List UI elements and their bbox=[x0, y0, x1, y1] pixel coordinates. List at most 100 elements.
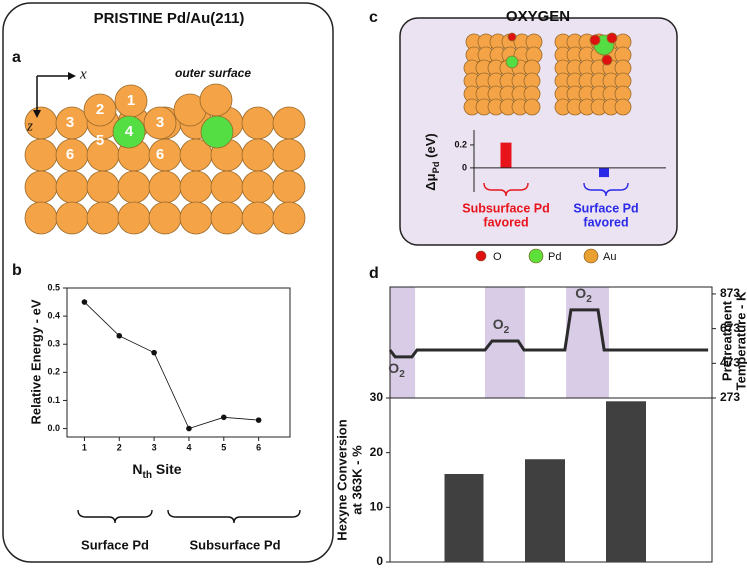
x-tick-label: 2 bbox=[117, 442, 122, 452]
atom bbox=[241, 201, 275, 235]
atom bbox=[143, 106, 177, 140]
x-tick-label: 5 bbox=[221, 442, 226, 452]
atom bbox=[199, 83, 233, 117]
data-point bbox=[81, 299, 88, 305]
y-axis-label: ΔμPd (eV) bbox=[423, 133, 441, 190]
atom bbox=[505, 55, 519, 69]
brace bbox=[77, 509, 153, 524]
annotation: outer surface bbox=[175, 66, 251, 80]
y-tick-label: 0.3 bbox=[47, 339, 60, 349]
y-tick-label: 30 bbox=[370, 390, 384, 404]
brace bbox=[583, 182, 629, 197]
y-tick-label: 873 bbox=[720, 286, 740, 300]
category-label: favored bbox=[583, 215, 628, 229]
site-label: 1 bbox=[127, 92, 135, 109]
band-label-part: 2 bbox=[399, 369, 405, 380]
y-tick-label: 10 bbox=[370, 500, 384, 514]
site-label: 4 bbox=[125, 123, 134, 140]
y-tick-label: 0.0 bbox=[47, 423, 60, 433]
panel-title: PRISTINE Pd/Au(211) bbox=[94, 10, 245, 27]
atom bbox=[606, 32, 618, 44]
atom bbox=[86, 201, 120, 235]
atom bbox=[179, 201, 213, 235]
data-point bbox=[220, 414, 227, 421]
band-label-part: O bbox=[493, 316, 504, 332]
y-axis-label: Hexyne Conversion bbox=[334, 419, 349, 540]
y-axis-label-part: Δμ bbox=[423, 173, 438, 190]
legend-swatch bbox=[583, 248, 599, 264]
x-axis-label-part: N bbox=[132, 461, 142, 477]
atom bbox=[117, 170, 151, 204]
band-label-part: 2 bbox=[586, 294, 592, 305]
band bbox=[390, 287, 416, 398]
atom bbox=[55, 170, 89, 204]
y-tick-label: 0 bbox=[462, 162, 467, 172]
y-tick-label: 20 bbox=[370, 445, 384, 459]
group-label: Subsurface Pd bbox=[189, 537, 280, 552]
y-tick-label: 0.4 bbox=[47, 310, 60, 320]
y-tick-label: 0.1 bbox=[47, 395, 60, 405]
atom bbox=[55, 201, 89, 235]
band-label-part: O bbox=[575, 285, 586, 301]
panel-letter: b bbox=[12, 262, 22, 279]
atom bbox=[24, 201, 58, 235]
x-axis-label-part: th bbox=[143, 470, 153, 481]
site-label: 6 bbox=[156, 146, 164, 163]
axis-name: x bbox=[79, 66, 87, 82]
atom bbox=[241, 170, 275, 204]
y-axis-label-part: Pd bbox=[431, 161, 441, 173]
x-tick-label: 3 bbox=[152, 442, 157, 452]
data-line bbox=[388, 308, 709, 359]
legend-label: O bbox=[493, 251, 502, 263]
atom-model bbox=[24, 32, 632, 235]
atom bbox=[117, 201, 151, 235]
atom bbox=[83, 93, 117, 127]
y-axis-label: at 363K - % bbox=[349, 445, 364, 515]
atom bbox=[614, 98, 632, 116]
y-axis-label: Relative Energy - eV bbox=[28, 299, 43, 424]
band-label: O2 bbox=[575, 285, 592, 305]
data-line bbox=[84, 301, 259, 430]
x-tick-label: 1 bbox=[82, 442, 87, 452]
legend-label: Pd bbox=[548, 251, 561, 263]
bar bbox=[606, 401, 646, 562]
atom bbox=[148, 138, 182, 172]
axis-name: z bbox=[26, 118, 33, 134]
atom bbox=[210, 201, 244, 235]
panel-letter: a bbox=[12, 49, 21, 66]
category-label: favored bbox=[483, 215, 528, 229]
atom bbox=[507, 32, 517, 42]
atom bbox=[272, 138, 306, 172]
atom bbox=[210, 170, 244, 204]
category-label: Surface Pd bbox=[573, 201, 638, 215]
panel-letter: d bbox=[369, 265, 379, 282]
y-tick-label: 0.5 bbox=[47, 282, 60, 292]
data-point bbox=[116, 332, 123, 339]
category-label: Subsurface Pd bbox=[462, 201, 550, 215]
atom bbox=[523, 98, 541, 116]
band-label-part: O bbox=[388, 360, 399, 376]
y-tick-label: 673 bbox=[720, 321, 740, 335]
atom bbox=[241, 106, 275, 140]
site-label: 2 bbox=[96, 101, 104, 118]
brace bbox=[483, 182, 529, 197]
brace bbox=[167, 509, 301, 524]
data-point bbox=[186, 425, 192, 432]
atom bbox=[272, 106, 306, 140]
plot-frame bbox=[66, 287, 291, 438]
bar bbox=[500, 142, 512, 168]
atom bbox=[86, 170, 120, 204]
atom bbox=[200, 115, 234, 149]
atom bbox=[112, 115, 146, 149]
atom bbox=[24, 138, 58, 172]
y-tick-label: 273 bbox=[720, 390, 740, 404]
bar bbox=[599, 167, 609, 178]
legend-swatch bbox=[475, 250, 487, 262]
data-point bbox=[151, 349, 157, 356]
legend-label: Au bbox=[603, 251, 616, 263]
atom bbox=[148, 201, 182, 235]
plot-frame bbox=[389, 286, 713, 399]
atom bbox=[179, 170, 213, 204]
